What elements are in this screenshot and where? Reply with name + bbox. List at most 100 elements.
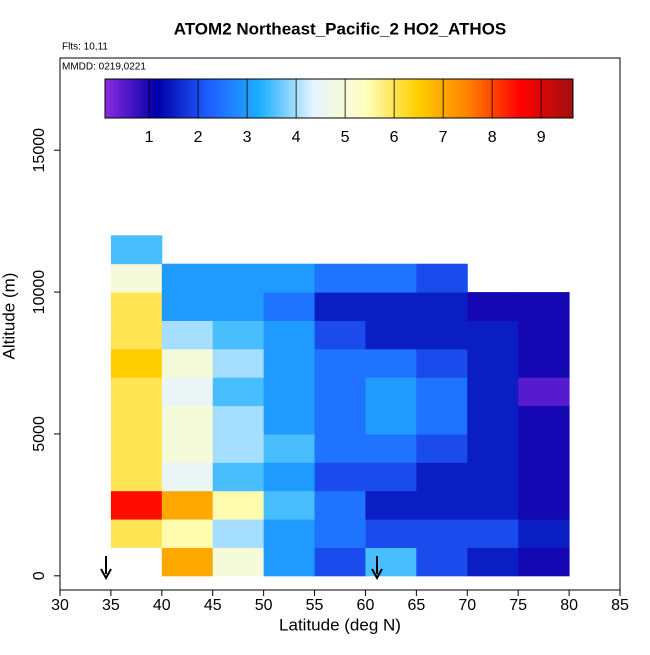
colorbar-tick-label: 5 <box>341 129 350 146</box>
heat-cell <box>518 519 570 548</box>
heat-cell <box>212 405 265 435</box>
heat-cell <box>314 405 366 435</box>
heat-cell <box>212 490 265 520</box>
heat-cell <box>212 462 265 492</box>
x-tick-label: 60 <box>357 597 375 614</box>
heat-cell <box>467 462 519 492</box>
heat-cell <box>365 348 417 378</box>
heat-cell <box>314 462 366 492</box>
heat-cell <box>161 320 214 350</box>
heat-cell <box>467 348 519 378</box>
heat-cell <box>365 377 417 407</box>
heat-cell <box>314 519 366 548</box>
heat-cell <box>365 519 417 548</box>
colorbar-tick-label: 3 <box>243 129 252 146</box>
x-tick-label: 80 <box>560 597 578 614</box>
heat-cell <box>110 348 163 378</box>
heat-cell <box>263 433 316 463</box>
heat-cell <box>365 462 417 492</box>
heat-cell <box>110 320 163 350</box>
heat-cell <box>416 547 468 577</box>
heat-cell <box>161 405 214 435</box>
heat-cell <box>518 547 570 577</box>
heat-cell <box>263 292 316 321</box>
x-tick-label: 30 <box>51 597 69 614</box>
chart-title: ATOM2 Northeast_Pacific_2 HO2_ATHOS <box>174 19 507 38</box>
heat-cell <box>416 348 468 378</box>
heat-cell <box>161 377 214 407</box>
heat-cell <box>110 519 163 548</box>
heat-cell <box>161 519 214 548</box>
x-tick-label: 40 <box>153 597 171 614</box>
colorbar-tick-label: 4 <box>292 129 301 146</box>
heat-cell <box>263 320 316 350</box>
heat-cell <box>263 348 316 378</box>
heat-cell <box>263 490 316 520</box>
heat-cell <box>518 292 570 321</box>
heat-cell <box>212 348 265 378</box>
heat-cell <box>263 462 316 492</box>
heat-cell <box>263 377 316 407</box>
heat-cell <box>161 348 214 378</box>
y-tick-label: 5000 <box>31 416 48 452</box>
heat-cell <box>161 490 214 520</box>
heat-cell <box>263 519 316 548</box>
heat-cell <box>110 490 163 520</box>
heat-cell <box>212 547 265 577</box>
heat-cell <box>110 462 163 492</box>
heat-cell <box>365 292 417 321</box>
heat-cell <box>161 433 214 463</box>
y-tick-label: 0 <box>31 571 48 580</box>
heat-cell <box>212 320 265 350</box>
heat-cell <box>212 377 265 407</box>
heat-cell <box>416 405 468 435</box>
plot-frame <box>59 57 621 591</box>
heat-cell <box>314 348 366 378</box>
x-tick-label: 35 <box>102 597 120 614</box>
heat-cell <box>263 547 316 577</box>
heat-cell <box>212 433 265 463</box>
arrows <box>100 556 383 581</box>
heat-cell <box>263 263 316 293</box>
heat-cell <box>518 320 570 350</box>
x-tick-label: 45 <box>204 597 222 614</box>
heat-cell <box>110 433 163 463</box>
heat-cell <box>314 433 366 463</box>
colorbar <box>104 78 574 119</box>
y-axis-label: Altitude (m) <box>0 273 18 360</box>
heat-cell <box>314 320 366 350</box>
heat-cell <box>314 292 366 321</box>
heat-cell <box>365 405 417 435</box>
heat-cell <box>314 490 366 520</box>
x-tick-label: 85 <box>611 597 629 614</box>
y-tick-label: 10000 <box>31 270 48 315</box>
subtitle: Flts: 10,11 <box>62 42 108 53</box>
x-tick-label: 65 <box>407 597 425 614</box>
heat-cell <box>416 519 468 548</box>
heat-cell <box>314 377 366 407</box>
heat-cell <box>161 462 214 492</box>
x-tick-label: 75 <box>509 597 527 614</box>
colorbar-tick-label: 2 <box>194 129 203 146</box>
heat-cell <box>365 433 417 463</box>
heat-cell <box>212 292 265 321</box>
heat-cell <box>212 263 265 293</box>
heat-cell <box>212 519 265 548</box>
heat-cell <box>416 263 468 293</box>
heat-cell <box>518 462 570 492</box>
heat-cell <box>518 348 570 378</box>
heat-cell <box>416 490 468 520</box>
heat-cell <box>110 377 163 407</box>
x-tick-label: 55 <box>306 597 324 614</box>
heat-cell <box>467 547 519 577</box>
heat-cell <box>467 433 519 463</box>
annotation: MMDD: 0219,0221 <box>62 62 146 73</box>
heat-cell <box>314 263 366 293</box>
colorbar-tick-label: 6 <box>390 129 399 146</box>
heat-cell <box>467 292 519 321</box>
heat-cell <box>110 405 163 435</box>
heat-cell <box>416 320 468 350</box>
heat-cell <box>416 462 468 492</box>
